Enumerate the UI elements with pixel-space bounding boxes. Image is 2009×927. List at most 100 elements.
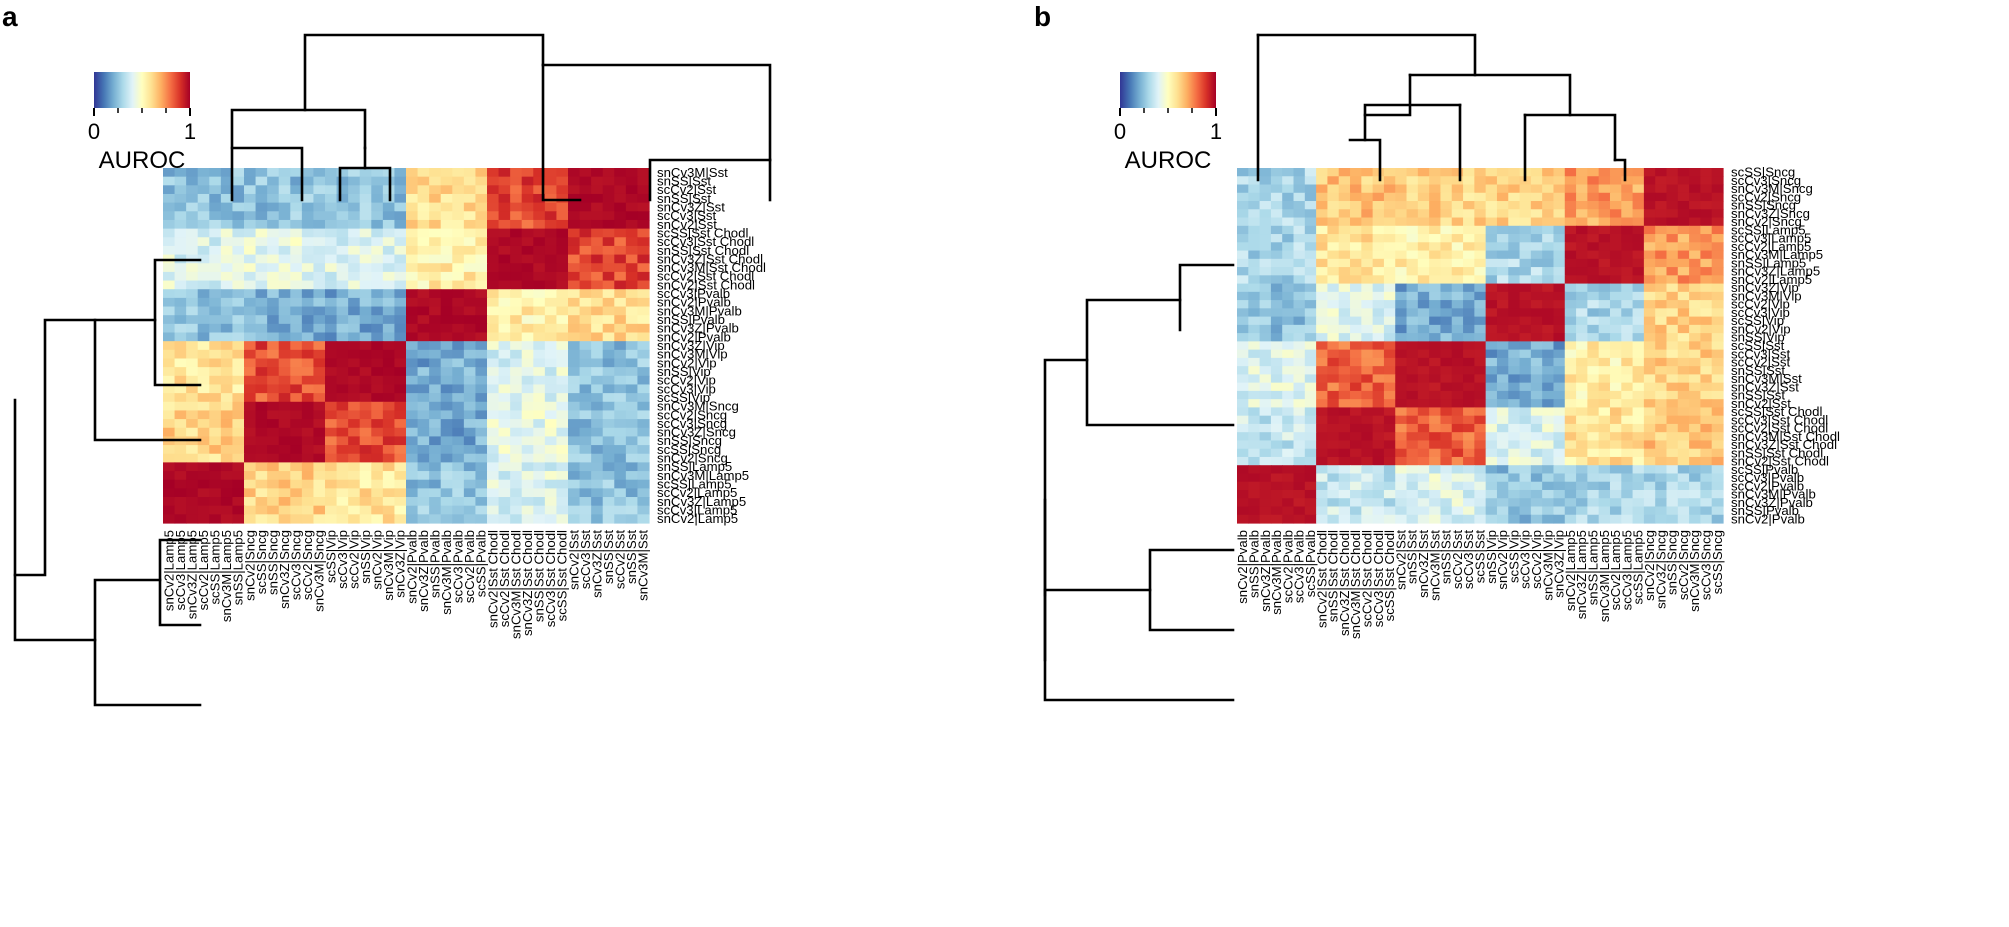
heatmap-cell [1655,333,1668,342]
heatmap-cell [1587,407,1600,417]
heatmap-cell [1519,456,1532,466]
heatmap-cell [1406,473,1419,483]
heatmap-cell [579,419,592,429]
heatmap-cell [1587,465,1600,475]
heatmap-cell [429,289,442,299]
heatmap-cell [614,315,627,325]
row-label: scCv3|Sncg [1731,173,1801,188]
heatmap-cell [1338,374,1351,384]
col-label: scCv3|Sst Chodl [543,530,558,627]
heatmap-cell [1711,333,1724,342]
heatmap-cell [579,341,592,351]
heatmap-cell [197,358,210,368]
heatmap-cell [463,323,477,334]
heatmap-cell [1643,291,1656,301]
heatmap-cell [1383,357,1396,367]
heatmap-cell [1395,316,1408,326]
heatmap-cell [1451,258,1464,268]
heatmap-cell [232,445,245,455]
heatmap-cell [1440,382,1453,392]
heatmap-cell [568,358,581,368]
heatmap-cell [1463,283,1475,293]
heatmap-cell [521,375,534,386]
heatmap-cell [1350,209,1362,219]
heatmap-cell [1643,382,1656,392]
heatmap-cell [1485,201,1498,210]
heatmap-cell [1350,415,1362,425]
heatmap-cell [1655,456,1668,466]
heatmap-cell [1496,217,1509,227]
row-label: snCv2|Vip [1731,321,1791,336]
heatmap-cell [1338,473,1351,483]
heatmap-cell [1463,341,1475,351]
heatmap-cell [1655,366,1668,375]
heatmap-cell [602,297,615,308]
heatmap-cell [625,263,639,273]
heatmap-cell [1700,374,1713,384]
heatmap-cell [614,497,627,507]
dendro-b-left-top [1043,358,1089,597]
heatmap-cell [220,367,234,377]
heatmap-cell [1508,489,1521,499]
heatmap-cell [209,219,222,230]
heatmap-cell [186,453,199,463]
heatmap-cell [1361,217,1374,227]
heatmap-cell [1485,415,1498,425]
heatmap-cell [1542,349,1555,359]
heatmap-cell [1632,407,1645,417]
panel-a-heatmap-cells [163,168,650,524]
heatmap-cell [1519,506,1532,516]
heatmap-cell [498,228,511,238]
heatmap-cell [637,228,650,238]
heatmap-cell [1429,390,1442,400]
heatmap-cell [290,254,303,264]
heatmap-cell [1282,267,1295,276]
heatmap-cell [440,254,453,264]
row-label: scCv2|Lamp5 [1731,239,1811,254]
heatmap-cell [1293,349,1306,359]
heatmap-cell [1677,399,1690,409]
heatmap-cell [1270,316,1283,326]
heatmap-cell [1655,498,1668,508]
heatmap-cell [1293,333,1306,342]
heatmap-cell [1508,456,1521,466]
heatmap-cell [1576,382,1588,392]
heatmap-cell [614,176,627,186]
dendro-b-left-sst [1148,548,1235,632]
heatmap-cell [1282,234,1295,243]
heatmap-cell [325,280,338,290]
heatmap-cell [394,445,407,455]
heatmap-cell [1609,267,1622,276]
heatmap-cell [1496,498,1509,508]
heatmap-cell [602,384,615,394]
heatmap-cell [255,358,268,368]
heatmap-cell [174,445,187,455]
heatmap-cell [568,497,581,507]
heatmap-cell [1293,407,1306,417]
heatmap-cell [1598,291,1611,301]
heatmap-cell [1643,456,1656,466]
heatmap-cell [1666,333,1679,342]
heatmap-cell [371,306,384,316]
heatmap-cell [325,193,338,204]
heatmap-cell [359,228,372,238]
heatmap-cell [1361,234,1374,243]
heatmap-cell [498,202,511,212]
heatmap-cell [1609,407,1622,417]
heatmap-cell [336,514,349,524]
heatmap-cell [163,367,176,377]
heatmap-cell [498,185,511,195]
heatmap-cell [1372,201,1385,210]
row-label: snSS|Sst Chodl [657,243,749,258]
heatmap-cell [267,514,280,524]
heatmap-cell [1655,192,1668,202]
heatmap-cell [1598,283,1611,293]
heatmap-cell [1666,357,1679,367]
heatmap-cell [463,497,477,507]
heatmap-cell [197,341,210,351]
heatmap-cell [1338,333,1351,342]
heatmap-cell [1542,209,1555,219]
heatmap-cell [1666,498,1679,508]
heatmap-cell [174,211,187,221]
heatmap-cell [1530,456,1543,466]
